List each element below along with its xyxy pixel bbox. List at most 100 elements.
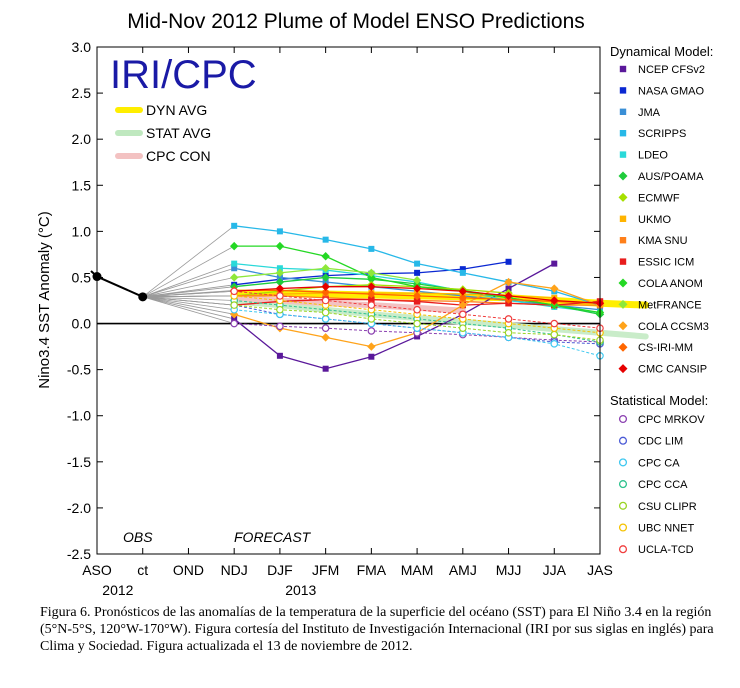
data-point <box>551 260 558 267</box>
legend-item-nasa-gmao: NASA GMAO <box>619 85 704 97</box>
data-point <box>413 305 421 314</box>
data-point <box>367 301 376 309</box>
legend-marker <box>618 299 628 309</box>
data-point <box>276 352 283 359</box>
fan-line-jma <box>142 267 235 298</box>
data-point <box>413 319 421 328</box>
fan-line-cola-anom <box>142 245 235 298</box>
series-line <box>234 304 601 341</box>
data-point <box>276 322 284 331</box>
legend-label-cpc-con: CPC CON <box>146 148 211 164</box>
data-point <box>367 342 376 351</box>
observed-point <box>138 292 148 302</box>
y-axis-label: Nino3.4 SST Anomaly (°C) <box>36 211 53 388</box>
data-point <box>459 324 467 332</box>
chart-title: Mid-Nov 2012 Plume of Model ENSO Predict… <box>127 10 585 33</box>
legend-marker <box>619 108 627 115</box>
legend-marker <box>618 480 628 489</box>
data-point <box>276 305 284 314</box>
y-tick-label: -1.0 <box>67 408 91 424</box>
data-point <box>504 315 513 323</box>
legend-marker <box>618 501 628 510</box>
data-point <box>322 236 329 243</box>
y-tick-label: -0.5 <box>67 362 91 378</box>
legend-item-cdc-lim: CDC LIM <box>618 436 683 448</box>
x-tick-label: DJF <box>267 562 293 578</box>
fan-line-aus-poama <box>142 286 235 298</box>
legend-item-essic-icm: ESSIC ICM <box>619 257 694 269</box>
legend-marker <box>618 171 628 181</box>
x-tick-label: ct <box>137 562 148 578</box>
data-point <box>231 315 238 322</box>
legend-label: CPC CCA <box>638 479 688 491</box>
series-line <box>234 295 601 334</box>
legend-marker <box>619 130 627 137</box>
x-tick-label: ASO <box>82 562 112 578</box>
data-point <box>230 287 238 296</box>
legend-label: CPC MRKOV <box>638 414 705 426</box>
legend-item-aus-poama: AUS/POAMA <box>618 171 704 183</box>
legend-item-cpc-cca: CPC CCA <box>618 479 688 491</box>
legend-item-ucla-tcd: UCLA-TCD <box>618 544 694 556</box>
y-tick-label: 3.0 <box>72 39 92 55</box>
data-point <box>550 284 559 293</box>
fan-line-ldeo <box>142 263 235 298</box>
data-point <box>275 241 285 251</box>
data-point <box>367 289 376 299</box>
y-tick-label: 1.5 <box>72 177 92 193</box>
legend-label: CDC LIM <box>638 436 683 448</box>
data-point <box>550 330 559 339</box>
legend-label: CSU CLIPR <box>638 501 697 513</box>
data-point <box>276 292 284 300</box>
x-tick-label: AMJ <box>449 562 477 578</box>
fan-line-ncep-cfsv2 <box>142 296 235 320</box>
data-point <box>321 296 330 305</box>
legend-item-ubc-nnet: UBC NNET <box>618 523 695 535</box>
data-point <box>459 310 467 319</box>
legend-marker <box>618 545 628 554</box>
legend-label: CS-IRI-MM <box>638 342 693 354</box>
x-tick-label: JJA <box>543 562 567 578</box>
data-point <box>321 282 330 291</box>
data-point <box>367 268 376 278</box>
legend-label: NASA GMAO <box>638 85 704 97</box>
data-point <box>414 269 421 276</box>
data-point <box>229 273 239 282</box>
legend-label: UBC NNET <box>638 523 695 535</box>
data-point <box>505 285 512 292</box>
data-point <box>368 353 375 360</box>
data-point <box>550 319 559 328</box>
data-point <box>229 241 239 251</box>
x-tick-label: JFM <box>312 562 339 578</box>
data-point <box>550 296 559 305</box>
data-point <box>275 277 285 287</box>
data-point <box>458 300 468 310</box>
observed-series <box>90 270 148 302</box>
fan-line-cpc-mrkov <box>142 296 235 324</box>
legend-item-cola-anom: COLA ANOM <box>618 278 703 290</box>
legend-label-stat-avg: STAT AVG <box>146 125 211 141</box>
iri-cpc-logo: IRI/CPC <box>110 53 257 97</box>
legend-marker <box>618 414 628 424</box>
x-tick-label: MAM <box>401 562 434 578</box>
legend-item-kma-snu: KMA SNU <box>619 235 688 247</box>
data-point <box>413 298 421 305</box>
data-point <box>321 288 330 297</box>
legend-item-cpc-ca: CPC CA <box>618 457 680 469</box>
data-point <box>368 245 375 252</box>
data-point <box>275 284 285 293</box>
legend-marker <box>619 151 627 158</box>
legend-marker <box>618 364 628 374</box>
legend-marker <box>619 65 627 73</box>
model-legend: Dynamical Model: Statistical Model: NCEP C… <box>610 44 713 556</box>
legend-item-cmc-cansip: CMC CANSIP <box>618 364 707 376</box>
x-tick-label: MJJ <box>496 562 522 578</box>
data-point <box>276 228 283 235</box>
figure-caption: Figura 6. Pronósticos de las anomalías d… <box>40 605 714 654</box>
data-point <box>504 291 513 301</box>
x-tick-label: NDJ <box>221 562 248 578</box>
legend-marker <box>619 215 627 222</box>
legend-marker <box>618 321 628 331</box>
fan-line-ucla-tcd <box>142 290 235 298</box>
legend-item-ldeo: LDEO <box>619 150 668 162</box>
